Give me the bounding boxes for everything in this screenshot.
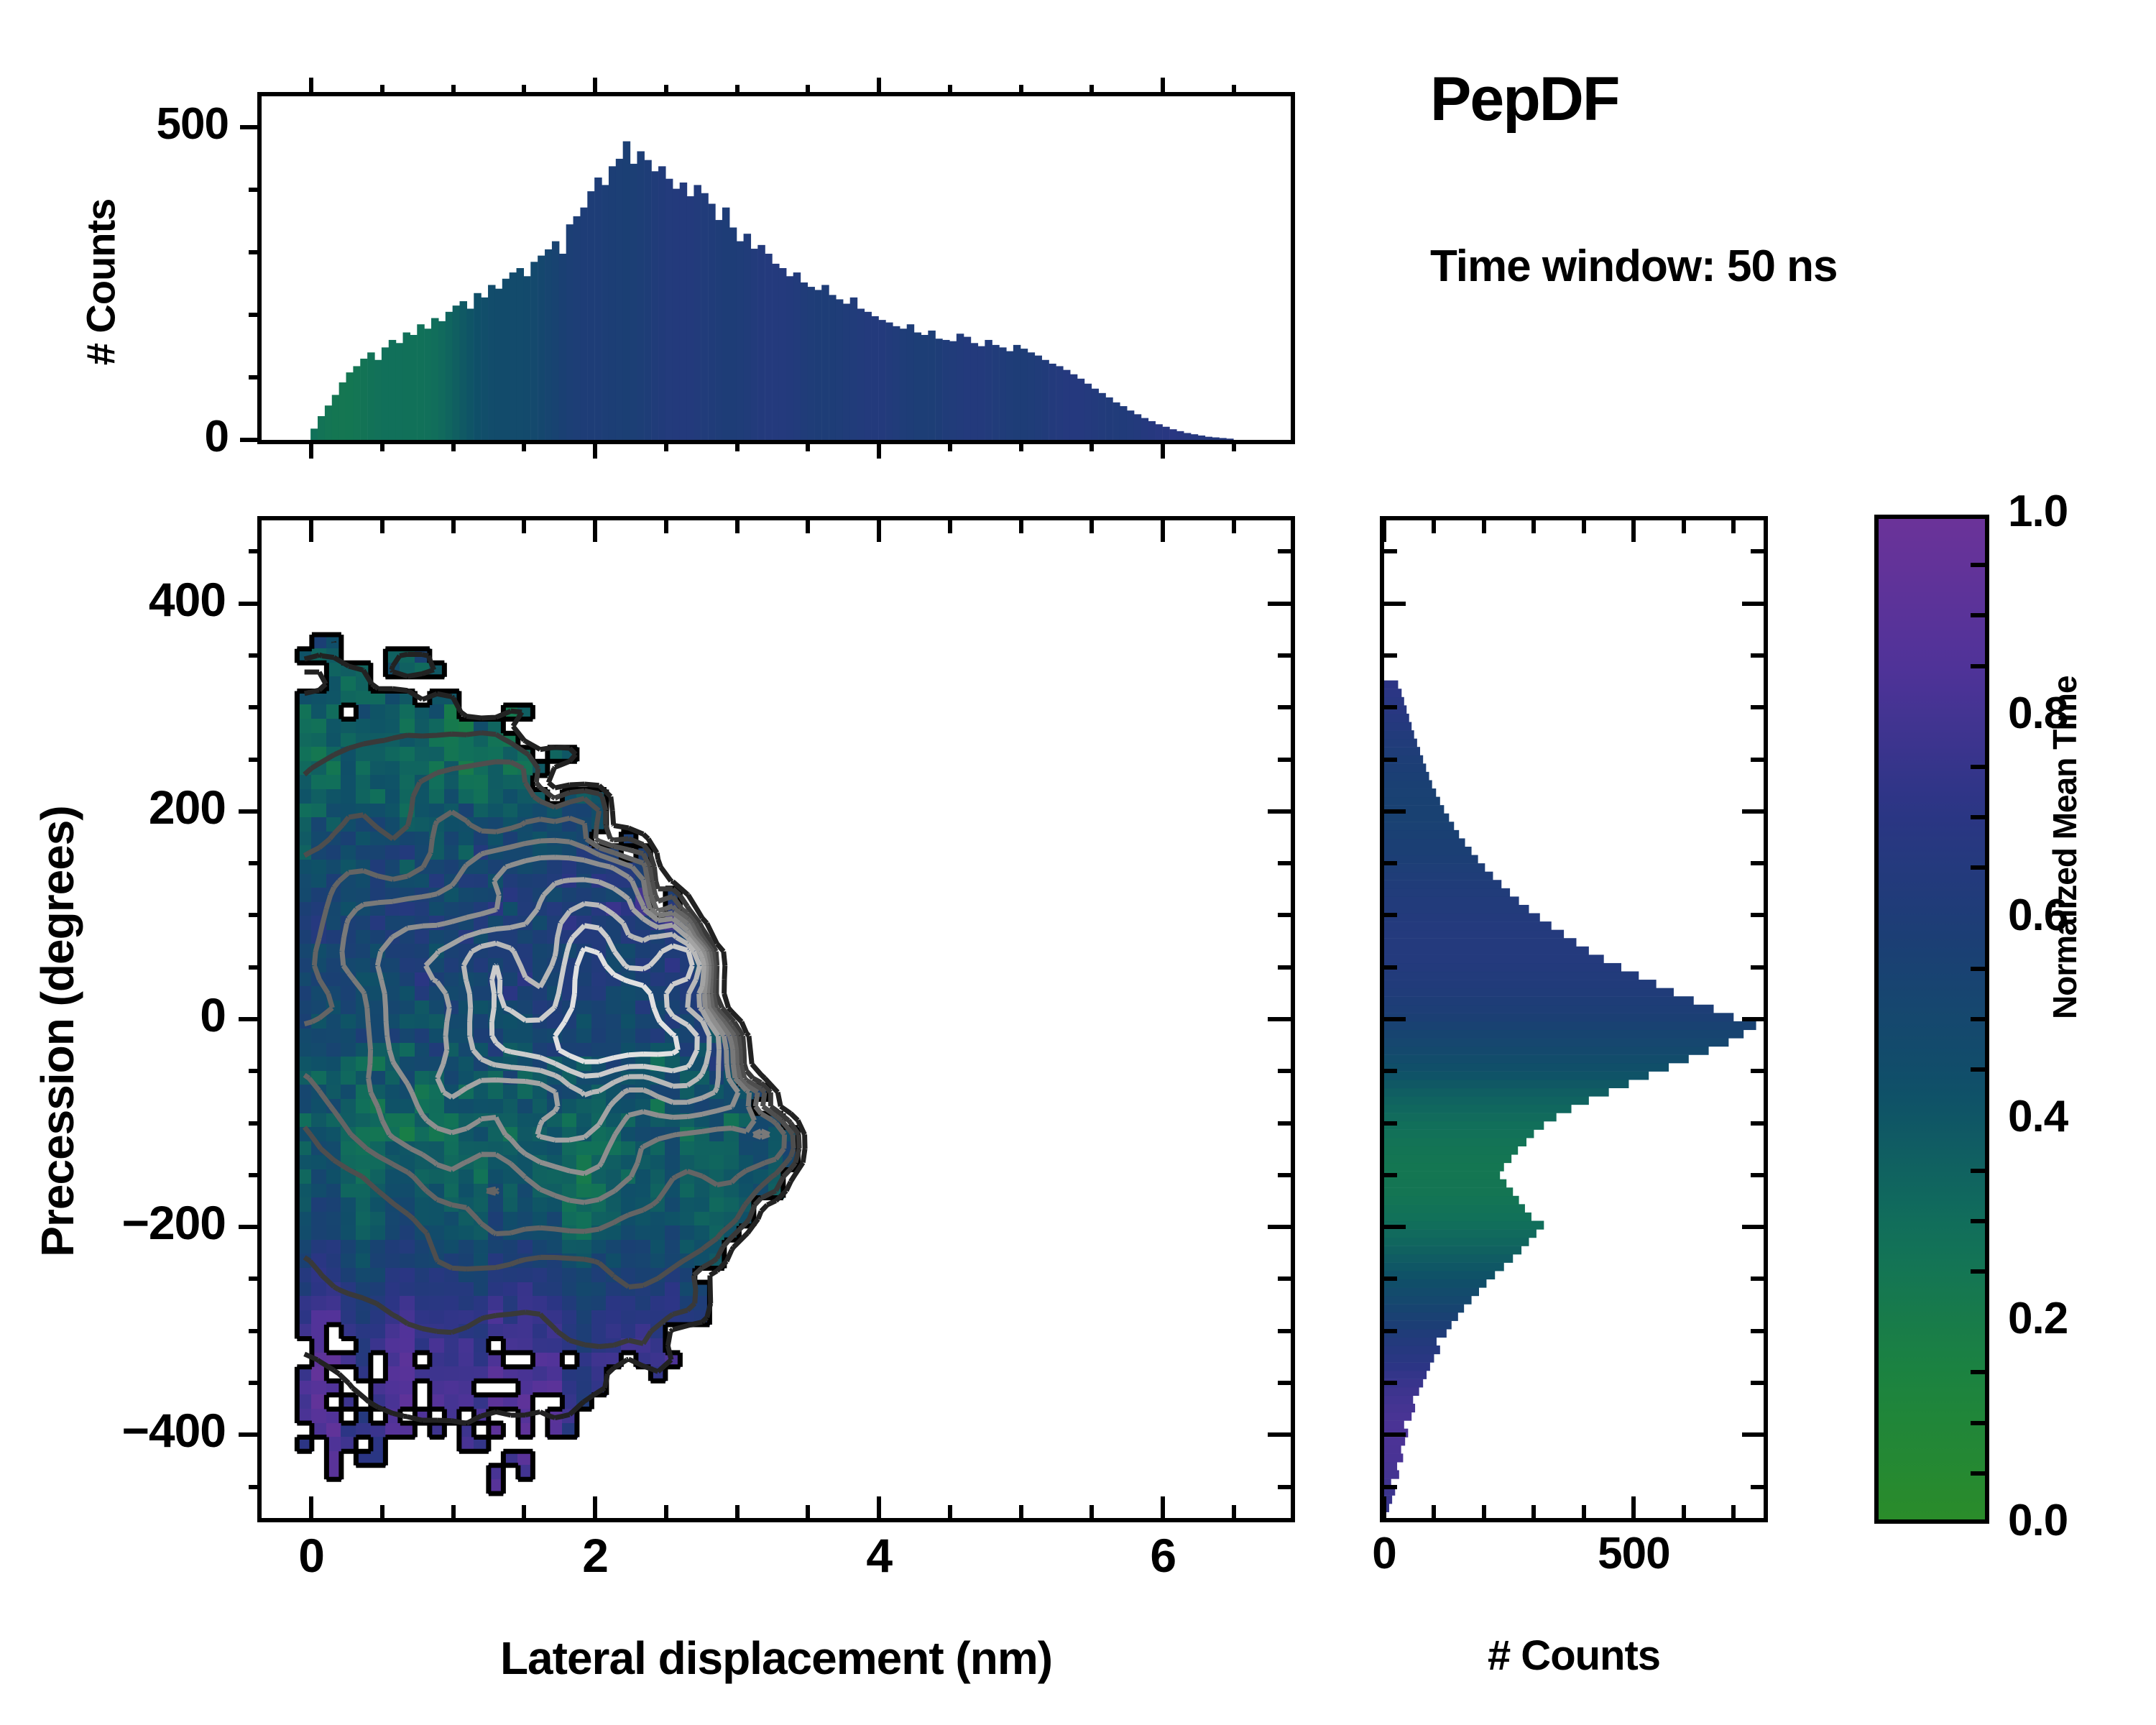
axis-tick-label: 500 — [1598, 1529, 1670, 1578]
axis-tick-label: 6 — [1150, 1529, 1176, 1582]
axis-tick-label: −200 — [121, 1196, 226, 1250]
right-histogram-plot — [1384, 520, 1764, 1518]
axis-tick-label: 500 — [156, 99, 229, 150]
axis-tick-label: 0 — [204, 412, 229, 461]
figure-title: PepDF — [1430, 65, 1620, 134]
axis-tick-label: 4 — [866, 1529, 893, 1582]
axis-tick-label: 400 — [148, 572, 226, 626]
colorbar-gradient — [1879, 519, 1985, 1519]
axis-tick-label: 0 — [1372, 1529, 1396, 1578]
figure-subtitle: Time window: 50 ns — [1430, 242, 1838, 291]
axis-tick-label: 0 — [298, 1529, 325, 1582]
main-ylabel: Precession (degrees) — [32, 806, 83, 1257]
top-histogram-plot — [262, 96, 1291, 440]
axis-tick-label: 200 — [148, 780, 226, 834]
axis-tick-label: 0.2 — [2008, 1294, 2068, 1344]
right-histogram-xlabel: # Counts — [1487, 1632, 1661, 1679]
axis-tick-label: 2 — [582, 1529, 609, 1582]
colorbar — [1874, 515, 1989, 1524]
colorbar-label: Normalized Mean Time — [2046, 676, 2083, 1019]
axis-tick-label: 1.0 — [2008, 487, 2068, 536]
main-heatmap-plot — [262, 520, 1291, 1518]
axis-tick-label: 0 — [200, 988, 226, 1041]
axis-tick-label: −400 — [121, 1404, 226, 1458]
top-histogram-ylabel: # Counts — [78, 198, 124, 366]
main-xlabel: Lateral displacement (nm) — [499, 1632, 1053, 1684]
axis-tick-label: 0.4 — [2008, 1092, 2068, 1142]
axis-tick-label: 0.0 — [2008, 1496, 2068, 1545]
